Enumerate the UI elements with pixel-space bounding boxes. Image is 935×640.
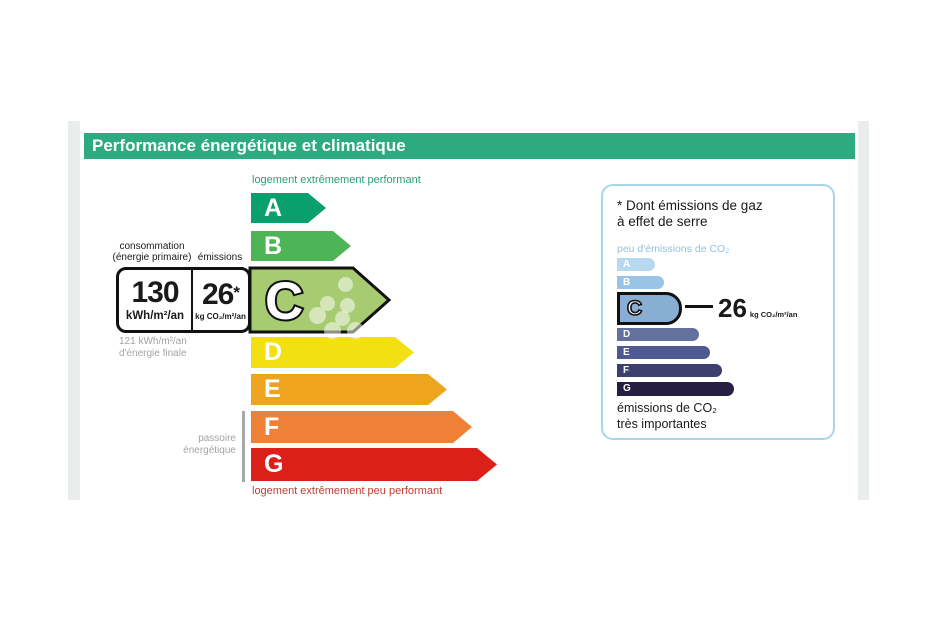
consumption-value: 130 (131, 276, 179, 309)
energy-class-a-bar: A (251, 193, 326, 223)
co2-value-unit: kg CO₂/m²/an (749, 310, 798, 319)
co2-class-letter: D (623, 329, 631, 340)
co2-panel-title: * Dont émissions de gaz à effet de serre (617, 198, 763, 229)
left-gutter (68, 121, 80, 500)
co2-class-letter: E (623, 347, 630, 358)
energy-class-letter: G (264, 450, 284, 478)
energy-class-e-bar: E (251, 374, 447, 405)
energy-class-letter: B (264, 232, 283, 260)
co2-class-letter: A (623, 259, 631, 270)
energy-class-letter: F (264, 413, 280, 441)
consumption-label: consommation (énergie primaire) (112, 241, 192, 263)
energy-class-d-bar: D (251, 337, 414, 368)
emissions-value-cell: 26* kg CO₂/m²/an (193, 270, 248, 330)
energy-class-letter: E (264, 375, 281, 403)
co2-class-letter: G (623, 383, 631, 394)
co2-low-label: peu d'émissions de CO₂ (617, 243, 730, 255)
emissions-unit: kg CO₂/m²/an (195, 311, 246, 321)
final-energy-note: 121 kWh/m²/an d'énergie finale (119, 336, 187, 359)
co2-value-connector-line (685, 305, 713, 308)
consumption-value-cell: 130 kWh/m²/an (119, 270, 191, 330)
co2-high-label: émissions de CO₂ très importantes (617, 401, 718, 431)
co2-class-d-bar: D (617, 328, 699, 341)
energy-class-letter: D (264, 338, 283, 366)
right-gutter (858, 121, 869, 500)
energy-class-c-letter: C (265, 272, 303, 331)
co2-class-letter: B (623, 277, 631, 288)
page-title: Performance énergétique et climatique (84, 133, 855, 159)
co2-class-c-pill: C (617, 292, 682, 325)
emissions-value: 26* (202, 277, 240, 311)
value-box-divider (191, 270, 193, 330)
co2-class-c-letter: C (626, 296, 643, 321)
consumption-unit: kWh/m²/an (125, 310, 185, 322)
energy-class-b-bar: B (251, 231, 351, 261)
energy-sieve-bracket-line (242, 411, 245, 482)
energy-class-letter: A (264, 194, 283, 222)
co2-class-b-bar: B (617, 276, 664, 289)
worst-performance-label: logement extrêmement peu performant (252, 485, 443, 497)
rating-value-box: 130 kWh/m²/an 26* kg CO₂/m²/an (116, 267, 251, 333)
energy-class-f-bar: F (251, 411, 472, 443)
co2-class-e-bar: E (617, 346, 710, 359)
co2-class-letter: F (623, 365, 630, 376)
energy-sieve-label: passoire énergétique (183, 433, 236, 456)
co2-value: 26 kg CO₂/m²/an (718, 293, 797, 324)
asterisk: * (233, 282, 240, 302)
co2-class-a-bar: A (617, 258, 655, 271)
best-performance-label: logement extrêmement performant (252, 174, 421, 186)
emissions-label: émissions (197, 252, 243, 263)
co2-class-g-bar: G (617, 382, 734, 396)
co2-class-f-bar: F (617, 364, 722, 377)
co2-value-number: 26 (718, 293, 747, 323)
energy-class-g-bar: G (251, 448, 497, 481)
